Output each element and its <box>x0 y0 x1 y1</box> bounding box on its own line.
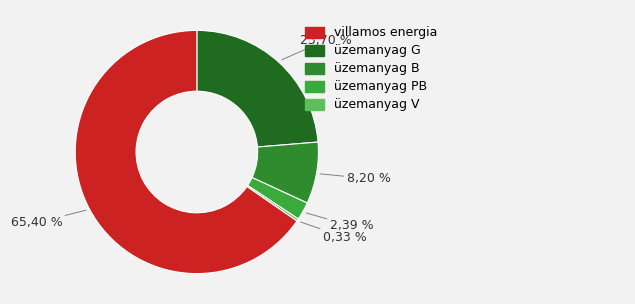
Text: 65,40 %: 65,40 % <box>11 210 86 229</box>
Text: 0,33 %: 0,33 % <box>300 222 366 244</box>
Wedge shape <box>76 30 297 274</box>
Legend: villamos energia, üzemanyag G, üzemanyag B, üzemanyag PB, üzemanyag V: villamos energia, üzemanyag G, üzemanyag… <box>300 22 443 116</box>
Wedge shape <box>247 185 298 221</box>
Text: 2,39 %: 2,39 % <box>306 213 373 233</box>
Wedge shape <box>248 178 307 219</box>
Wedge shape <box>197 30 318 147</box>
Text: 8,20 %: 8,20 % <box>320 172 391 185</box>
Wedge shape <box>252 142 318 203</box>
Text: 23,70 %: 23,70 % <box>282 34 352 60</box>
